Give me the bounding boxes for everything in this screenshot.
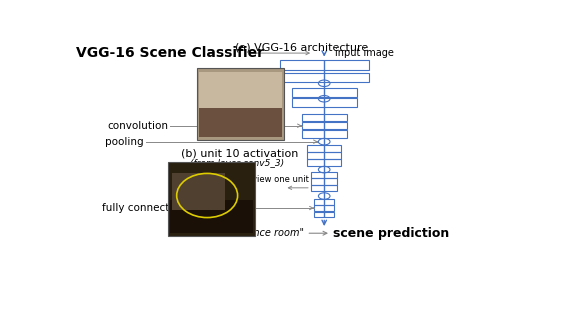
Bar (314, 212, 334, 217)
Bar (302, 114, 347, 121)
Bar (279, 60, 369, 70)
Bar (197, 68, 284, 140)
Text: VGG-16 Scene Classifier: VGG-16 Scene Classifier (77, 46, 264, 60)
Bar (307, 152, 341, 159)
Text: input image: input image (335, 48, 394, 58)
Bar (199, 109, 282, 137)
Text: "conference room": "conference room" (212, 228, 304, 238)
Text: view one unit: view one unit (252, 175, 309, 184)
Text: fully connected layers: fully connected layers (102, 203, 217, 213)
Bar (311, 172, 337, 179)
Bar (311, 185, 337, 191)
Bar (307, 145, 341, 152)
Text: (from layer conv5_3): (from layer conv5_3) (190, 159, 285, 168)
Bar (307, 159, 341, 166)
Bar (314, 205, 334, 211)
Bar (199, 72, 282, 109)
Bar (314, 199, 334, 204)
Text: convolution: convolution (107, 121, 168, 131)
Bar (168, 162, 255, 236)
Text: (b) unit 10 activation: (b) unit 10 activation (181, 149, 299, 159)
Bar (311, 179, 337, 185)
Bar (292, 98, 357, 107)
Text: pooling: pooling (105, 137, 143, 147)
Bar (170, 200, 253, 234)
Bar (279, 73, 369, 82)
Bar (172, 173, 225, 210)
Bar (302, 122, 347, 130)
Bar (302, 130, 347, 138)
Bar (292, 88, 357, 97)
Text: scene prediction: scene prediction (333, 227, 449, 240)
Text: (a) VGG-16 architecture: (a) VGG-16 architecture (235, 43, 368, 52)
